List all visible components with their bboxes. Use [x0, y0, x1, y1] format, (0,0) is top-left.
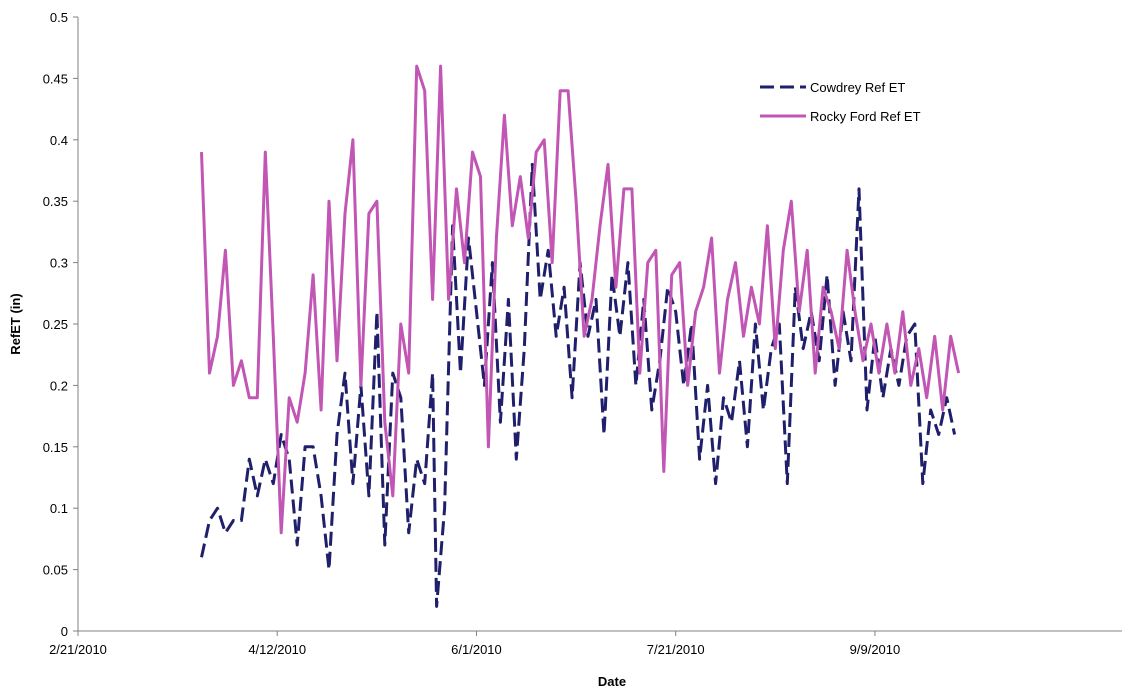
y-tick-label: 0.15 — [43, 440, 68, 455]
y-tick-label: 0 — [61, 624, 68, 639]
legend-label-rocky-ford: Rocky Ford Ref ET — [810, 109, 921, 124]
y-tick-label: 0.4 — [50, 133, 68, 148]
y-tick-label: 0.45 — [43, 71, 68, 86]
plot-area: 0 0.05 0.1 0.15 0.2 0.25 0.3 0.35 0.4 0.45 0.5 2/2… — [43, 10, 1122, 657]
legend-item-rocky-ford: Rocky Ford Ref ET — [760, 109, 921, 124]
y-tick-label: 0.1 — [50, 501, 68, 516]
y-axis-title: RefET (in) — [8, 293, 23, 354]
legend-label-cowdrey: Cowdrey Ref ET — [810, 80, 905, 95]
x-axis-ticks: 2/21/2010 4/12/2010 6/1/2010 7/21/2010 9/9/2… — [49, 631, 900, 657]
y-tick-label: 0.35 — [43, 194, 68, 209]
x-axis-title: Date — [598, 674, 626, 689]
y-tick-label: 0.5 — [50, 10, 68, 25]
x-tick-label: 6/1/2010 — [451, 642, 502, 657]
series-layer — [200, 64, 961, 608]
x-tick-label: 7/21/2010 — [647, 642, 705, 657]
y-tick-label: 0.2 — [50, 378, 68, 393]
y-axis-ticks: 0 0.05 0.1 0.15 0.2 0.25 0.3 0.35 0.4 0.45 0.5 — [43, 10, 78, 639]
series-line-cowdrey — [200, 162, 957, 608]
x-tick-label: 4/12/2010 — [248, 642, 306, 657]
x-tick-label: 9/9/2010 — [850, 642, 901, 657]
series-line-rocky-ford — [200, 64, 961, 535]
legend-item-cowdrey: Cowdrey Ref ET — [760, 80, 905, 95]
y-tick-label: 0.3 — [50, 256, 68, 271]
y-tick-label: 0.05 — [43, 563, 68, 578]
legend: Cowdrey Ref ET Rocky Ford Ref ET — [760, 80, 921, 124]
x-tick-label: 2/21/2010 — [49, 642, 107, 657]
y-tick-label: 0.25 — [43, 317, 68, 332]
